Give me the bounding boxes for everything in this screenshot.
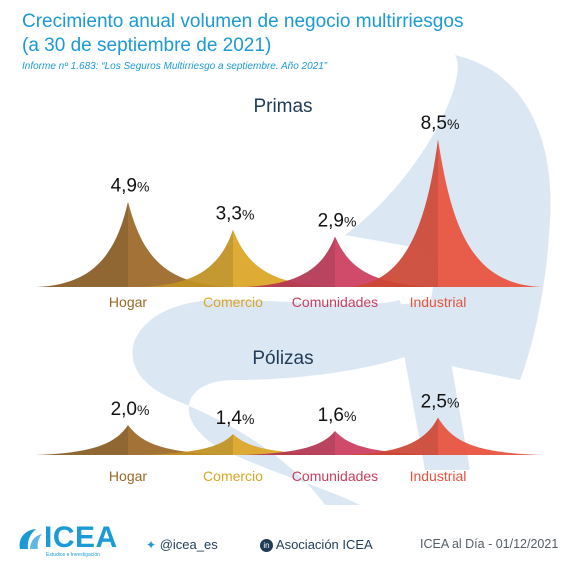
chart-subtitle: Informe nº 1.683: “Los Seguros Multirrie… (22, 61, 328, 72)
chart-title-line-1: Crecimiento anual volumen de negocio mul… (22, 11, 464, 32)
spike-industrial-left (346, 417, 438, 455)
category-label-comercio: Comercio (203, 468, 263, 484)
spike-industrial-left (346, 139, 438, 287)
chart-title: Crecimiento anual volumen de negocio mul… (22, 10, 542, 58)
category-label-comunidades: Comunidades (292, 468, 378, 484)
value-label-comunidades: 2,9% (318, 211, 357, 232)
spike-comercio-left (141, 434, 233, 455)
spike-industrial-right (438, 139, 543, 287)
chart-title-line-2: (a 30 de septiembre de 2021) (22, 35, 272, 56)
panel-title: Pólizas (252, 348, 313, 369)
value-label-industrial: 8,5% (421, 113, 460, 134)
spike-comunidades-left (243, 431, 335, 455)
value-label-industrial: 2,5% (421, 392, 460, 413)
value-label-comunidades: 1,6% (318, 405, 357, 426)
spike-hogar-left (36, 201, 128, 287)
category-label-hogar: Hogar (109, 468, 147, 484)
linkedin-name: Asociación ICEA (275, 537, 373, 552)
spike-hogar-right (128, 425, 233, 455)
category-label-hogar: Hogar (109, 294, 147, 310)
twitter-handle: @icea_es (159, 537, 218, 552)
spike-comercio-right (233, 229, 338, 287)
category-label-industrial: Industrial (410, 468, 467, 484)
spike-industrial-right (438, 417, 543, 455)
linkedin-icon: in (260, 539, 273, 552)
value-label-comercio: 3,3% (216, 204, 255, 225)
footer-twitter[interactable]: ✦ @icea_es (146, 537, 218, 552)
panel-title: Primas (253, 96, 312, 117)
category-label-comunidades: Comunidades (292, 294, 378, 310)
category-label-comercio: Comercio (203, 294, 263, 310)
spike-comunidades-left (243, 236, 335, 287)
spike-comunidades-right (335, 431, 440, 455)
value-label-comercio: 1,4% (216, 408, 255, 429)
spike-comunidades-right (335, 236, 440, 287)
spike-comercio-left (141, 229, 233, 287)
panel-polizas: Pólizas 2,0% Hogar 1,4% Comercio 1,6% Comunida… (36, 348, 543, 484)
spike-hogar-right (128, 201, 233, 287)
value-label-hogar: 2,0% (111, 399, 150, 420)
icea-logo-tagline: Estudios e Investigación (46, 552, 100, 558)
panel-primas: Primas 4,9% Hogar 3,3% Comercio 2,9% Comunidad… (36, 96, 543, 310)
footer-linkedin[interactable]: in Asociación ICEA (260, 537, 373, 552)
category-label-industrial: Industrial (410, 294, 467, 310)
icea-logo-icon (19, 529, 42, 549)
icea-logo: ICEA (44, 521, 118, 554)
value-label-hogar: 4,9% (111, 176, 150, 197)
spike-comercio-right (233, 434, 338, 455)
spike-hogar-left (36, 425, 128, 455)
footer-date: ICEA al Día - 01/12/2021 (420, 537, 559, 551)
twitter-bird-icon: ✦ (146, 538, 157, 552)
